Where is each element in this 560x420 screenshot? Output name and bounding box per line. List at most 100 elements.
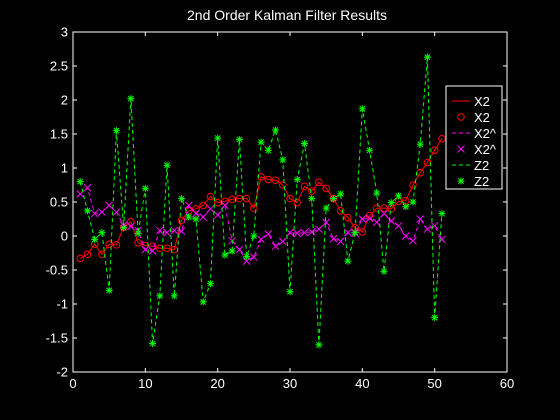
data-point-z2 bbox=[279, 156, 287, 164]
data-point-z2 bbox=[416, 140, 424, 148]
data-point-x2 bbox=[250, 204, 258, 212]
data-point-x2 bbox=[127, 217, 135, 226]
data-point-x2 bbox=[83, 250, 92, 259]
data-point-x2 bbox=[134, 239, 142, 247]
data-point-x2 bbox=[112, 208, 121, 217]
x-tick-label: 20 bbox=[210, 376, 224, 391]
data-point-x2 bbox=[83, 183, 92, 192]
data-point-z2 bbox=[250, 232, 258, 240]
legend-marker-sample bbox=[457, 145, 465, 153]
data-point-x2 bbox=[249, 253, 258, 261]
data-point-x2 bbox=[155, 226, 164, 235]
data-point-x2 bbox=[271, 176, 280, 185]
data-point-x2 bbox=[430, 146, 439, 155]
data-point-x2 bbox=[127, 222, 135, 231]
x-tick-label: 0 bbox=[69, 376, 76, 391]
data-point-x2 bbox=[206, 204, 215, 213]
data-point-x2 bbox=[141, 245, 150, 254]
legend-marker-sample bbox=[457, 113, 465, 121]
data-point-x2 bbox=[257, 235, 265, 244]
data-point-z2 bbox=[322, 204, 330, 212]
data-point-z2 bbox=[257, 138, 265, 146]
data-point-x2 bbox=[192, 209, 200, 218]
data-point-z2 bbox=[409, 198, 417, 206]
y-tick-label: 2 bbox=[61, 93, 68, 108]
data-point-x2 bbox=[307, 187, 316, 195]
data-point-x2 bbox=[315, 225, 323, 234]
axis-ticks: 0 10 20 30 40 50 60 -2 -1.5 -1 -0.5 0 0.5 1 1.5 2 2.5 3 bbox=[46, 25, 515, 392]
data-point-z2 bbox=[329, 195, 337, 203]
data-point-z2 bbox=[366, 146, 374, 154]
data-point-z2 bbox=[243, 252, 251, 260]
data-point-z2 bbox=[214, 134, 222, 142]
data-point-x2 bbox=[199, 213, 208, 221]
data-point-x2 bbox=[300, 182, 309, 191]
data-point-z2 bbox=[134, 229, 142, 237]
chart-title: 2nd Order Kalman Filter Results bbox=[187, 7, 387, 23]
data-point-z2 bbox=[308, 195, 316, 203]
y-tick-label: -1 bbox=[56, 297, 68, 312]
data-point-x2 bbox=[170, 226, 179, 235]
y-tick-label: 0.5 bbox=[50, 195, 68, 210]
y-tick-label: -2 bbox=[56, 365, 68, 380]
data-point-x2 bbox=[286, 194, 294, 203]
data-point-x2 bbox=[221, 201, 229, 210]
data-point-x2 bbox=[257, 173, 265, 181]
data-point-z2 bbox=[272, 126, 280, 134]
data-point-z2 bbox=[395, 192, 402, 200]
data-point-x2 bbox=[286, 228, 294, 237]
data-point-x2 bbox=[344, 228, 352, 237]
data-point-x2 bbox=[192, 205, 200, 213]
x-tick-label: 10 bbox=[138, 376, 152, 391]
data-point-z2 bbox=[387, 199, 395, 207]
data-point-x2 bbox=[163, 228, 171, 237]
data-point-x2 bbox=[264, 175, 273, 184]
data-point-x2 bbox=[365, 214, 374, 223]
data-point-z2 bbox=[438, 210, 446, 218]
data-point-x2 bbox=[98, 208, 106, 217]
legend-label: Z2 bbox=[474, 174, 489, 189]
data-point-x2 bbox=[206, 192, 215, 201]
y-tick-label: -1.5 bbox=[46, 331, 68, 346]
data-point-z2 bbox=[199, 298, 207, 306]
data-point-x2 bbox=[184, 201, 193, 210]
x-tick-label: 30 bbox=[283, 376, 297, 391]
data-point-z2 bbox=[264, 146, 272, 154]
data-point-x2 bbox=[293, 198, 302, 207]
data-point-x2 bbox=[387, 217, 396, 225]
data-point-x2 bbox=[409, 181, 417, 189]
data-point-z2 bbox=[120, 224, 128, 232]
data-point-z2 bbox=[431, 314, 439, 322]
data-point-x2 bbox=[344, 213, 352, 222]
data-point-x2 bbox=[271, 242, 280, 251]
data-point-x2 bbox=[307, 228, 316, 236]
data-point-z2 bbox=[221, 251, 229, 259]
data-point-x2 bbox=[213, 198, 222, 207]
legend-marker-sample bbox=[457, 177, 465, 185]
data-point-x2 bbox=[380, 209, 388, 218]
data-point-z2 bbox=[141, 184, 149, 192]
data-point-z2 bbox=[344, 257, 352, 265]
data-point-x2 bbox=[228, 236, 236, 245]
data-point-z2 bbox=[91, 235, 99, 243]
data-point-x2 bbox=[199, 201, 207, 210]
data-point-z2 bbox=[228, 247, 236, 255]
data-point-x2 bbox=[358, 228, 367, 236]
legend-box bbox=[445, 85, 503, 190]
data-point-x2 bbox=[394, 221, 403, 230]
y-tick-label: 2.5 bbox=[50, 59, 68, 74]
legend-label: X2 bbox=[474, 94, 490, 109]
data-point-z2 bbox=[170, 292, 178, 300]
data-point-x2 bbox=[213, 211, 222, 219]
data-point-z2 bbox=[149, 339, 157, 347]
data-point-x2 bbox=[423, 225, 432, 234]
data-point-z2 bbox=[98, 229, 106, 237]
data-point-x2 bbox=[438, 134, 446, 143]
data-point-x2 bbox=[105, 240, 113, 248]
data-point-x2 bbox=[373, 204, 381, 212]
data-point-x2 bbox=[336, 237, 345, 246]
data-point-z2 bbox=[185, 213, 193, 221]
data-point-z2 bbox=[315, 341, 323, 349]
